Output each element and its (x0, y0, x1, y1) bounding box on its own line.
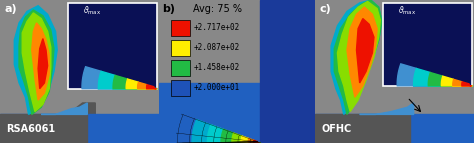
Polygon shape (254, 140, 258, 143)
Text: b): b) (162, 4, 175, 14)
Polygon shape (41, 103, 87, 114)
Text: OFHC: OFHC (321, 124, 352, 134)
Polygon shape (146, 85, 156, 89)
Polygon shape (208, 125, 261, 143)
Polygon shape (137, 82, 157, 89)
Polygon shape (428, 73, 473, 86)
Polygon shape (360, 103, 414, 114)
Polygon shape (0, 114, 87, 143)
Text: +2.000e+01: +2.000e+01 (193, 84, 239, 92)
Polygon shape (113, 75, 157, 89)
Polygon shape (347, 7, 377, 97)
Polygon shape (159, 83, 261, 143)
Bar (171, 60, 190, 76)
Polygon shape (334, 0, 382, 114)
Polygon shape (32, 23, 49, 100)
Polygon shape (232, 133, 261, 143)
Polygon shape (241, 136, 260, 143)
Polygon shape (99, 71, 157, 89)
Text: +1.458e+02: +1.458e+02 (193, 63, 239, 72)
Text: Avg: 75 %: Avg: 75 % (193, 4, 242, 14)
Polygon shape (337, 1, 380, 112)
Text: c): c) (320, 4, 332, 14)
Polygon shape (0, 114, 159, 143)
Text: RSA6061: RSA6061 (6, 124, 55, 134)
Text: +2.087e+02: +2.087e+02 (193, 43, 239, 52)
Polygon shape (397, 64, 473, 86)
Polygon shape (82, 67, 157, 89)
Text: a): a) (5, 4, 18, 14)
Polygon shape (248, 139, 259, 143)
Bar (171, 20, 190, 36)
Polygon shape (331, 0, 382, 114)
Bar (171, 40, 190, 56)
Polygon shape (315, 114, 474, 143)
Polygon shape (22, 13, 51, 112)
Polygon shape (14, 6, 57, 114)
Text: +2.717e+02: +2.717e+02 (193, 23, 239, 32)
Text: $\vartheta_\mathrm{max}$: $\vartheta_\mathrm{max}$ (82, 4, 101, 17)
Polygon shape (414, 68, 473, 86)
Polygon shape (192, 120, 261, 143)
Polygon shape (441, 76, 473, 86)
Polygon shape (221, 129, 261, 143)
Polygon shape (0, 103, 95, 143)
Polygon shape (261, 0, 315, 143)
Polygon shape (462, 82, 471, 86)
Polygon shape (453, 79, 472, 86)
Text: $\vartheta_\mathrm{max}$: $\vartheta_\mathrm{max}$ (398, 4, 416, 17)
Polygon shape (19, 10, 54, 114)
Polygon shape (38, 39, 47, 89)
Polygon shape (356, 19, 374, 83)
FancyBboxPatch shape (68, 3, 157, 89)
Polygon shape (174, 114, 261, 143)
Polygon shape (315, 114, 410, 143)
Polygon shape (126, 79, 157, 89)
Bar (171, 80, 190, 96)
FancyBboxPatch shape (383, 3, 473, 86)
